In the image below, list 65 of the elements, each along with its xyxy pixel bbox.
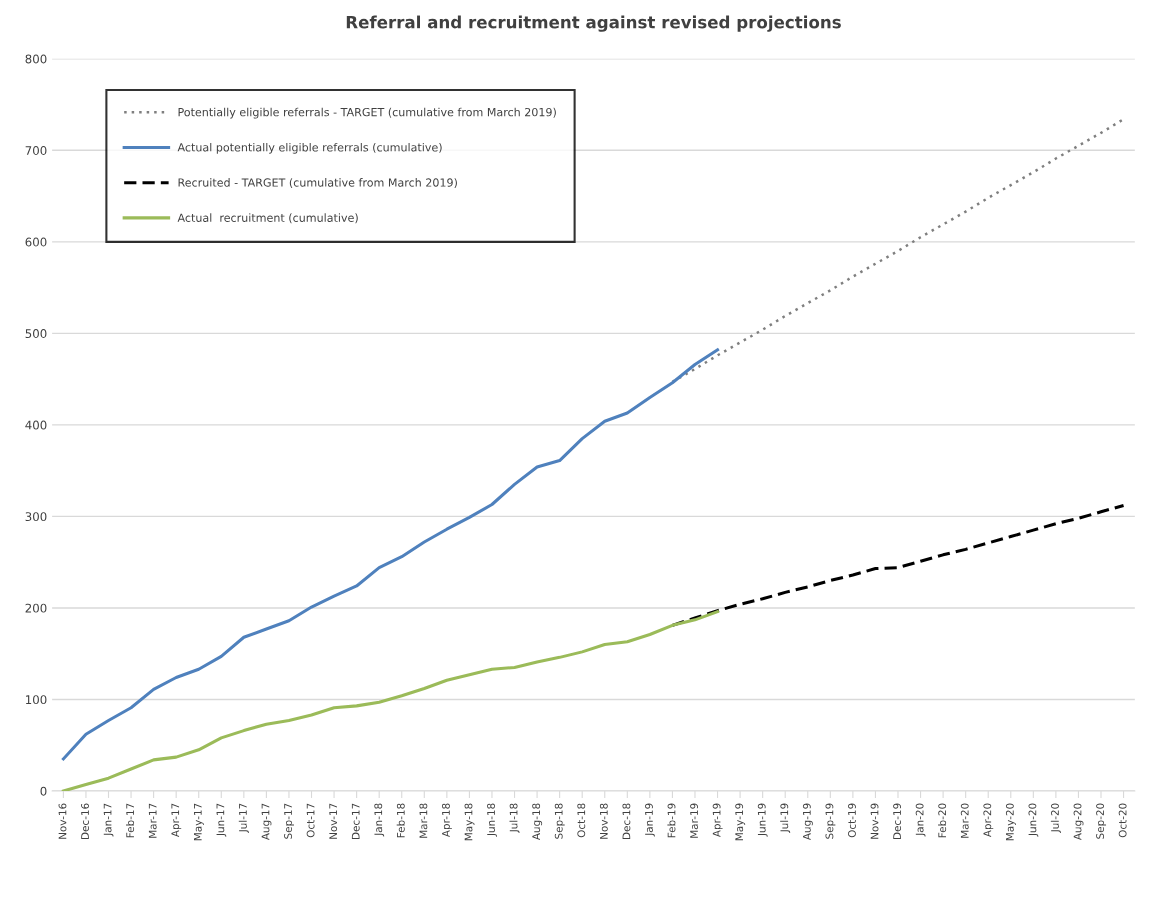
x-tick-label: Sep-20 [1096, 803, 1107, 839]
y-tick-label: 100 [26, 695, 47, 705]
x-tick-label: Dec-19 [893, 803, 902, 839]
x-tick-label: Jul-18 [509, 803, 520, 833]
x-tick-label: Dec-17 [351, 803, 360, 839]
x-tick-label: Mar-17 [148, 803, 157, 838]
x-tick-label: Feb-17 [126, 803, 135, 838]
x-tick-label: Oct-19 [848, 803, 856, 838]
x-tick-label: Feb-20 [938, 803, 947, 838]
x-tick-label: Nov-16 [58, 803, 67, 839]
chart-title: Referral and recruitment against revised projections [346, 15, 841, 32]
x-tick-label: Apr-18 [442, 803, 452, 838]
x-tick-label: Oct-17 [306, 803, 315, 838]
x-tick-label: Nov-17 [329, 803, 338, 839]
x-tick-label: Jul-17 [238, 803, 249, 833]
x-tick-label: Apr-17 [171, 803, 182, 838]
x-tick-label: Jan-19 [645, 803, 655, 837]
line-series [61, 348, 720, 761]
x-tick-label: Sep-17 [284, 803, 294, 839]
x-tick-label: Nov-18 [599, 803, 608, 839]
y-tick-label: 400 [25, 420, 47, 430]
x-tick-label: Sep-18 [554, 803, 565, 839]
x-tick-label: Jan-20 [915, 803, 926, 837]
x-tick-label: Oct-18 [577, 803, 586, 838]
x-tick-label: May-17 [194, 803, 204, 841]
x-tick-label: Aug-17 [261, 803, 272, 841]
x-tick-label: Dec-16 [81, 803, 89, 839]
x-tick-label: Jun-18 [487, 803, 497, 837]
y-tick-label: 300 [25, 512, 47, 522]
x-tick-label: May-19 [735, 803, 746, 841]
x-tick-label: Aug-19 [802, 803, 813, 841]
line-series [61, 610, 720, 791]
x-tick-label: Mar-20 [960, 803, 969, 838]
x-tick-label: Mar-18 [419, 803, 428, 838]
x-tick-label: Jul-19 [780, 803, 791, 833]
legend-label: Potentially eligible referrals - TARGET (cumulative from March 2019) [178, 107, 556, 119]
x-tick-label: Feb-18 [396, 803, 405, 838]
legend-label: Actual recruitment (cumulative) [177, 213, 358, 224]
y-tick-label: 0 [40, 786, 47, 796]
x-tick-label: Apr-20 [983, 803, 994, 838]
x-tick-label: Aug-20 [1073, 803, 1084, 841]
x-tick-label: Mar-19 [690, 803, 698, 838]
y-tick-label: 200 [25, 603, 47, 613]
legend-label: Recruited - TARGET (cumulative from March 2019) [178, 178, 457, 189]
x-tick-label: Dec-18 [622, 803, 631, 839]
x-tick-label: Jan-17 [103, 803, 114, 837]
x-tick-label: Jan-18 [374, 803, 385, 837]
y-tick-label: 500 [25, 329, 47, 338]
legend-label: Actual potentially eligible referrals (cumulative) [177, 142, 442, 154]
line-series [671, 117, 1125, 384]
x-tick-label: May-20 [1005, 803, 1016, 841]
y-tick-label: 700 [25, 146, 47, 155]
y-tick-label: 800 [25, 54, 47, 64]
x-tick-label: Jun-17 [216, 803, 227, 837]
x-tick-label: Sep-19 [825, 803, 836, 839]
x-tick-label: Jun-20 [1028, 803, 1039, 837]
x-tick-label: Aug-18 [532, 803, 543, 841]
x-tick-label: Apr-19 [712, 803, 723, 838]
x-tick-label: Feb-19 [667, 803, 676, 838]
y-tick-label: 600 [25, 237, 47, 247]
x-tick-label: Jul-20 [1050, 803, 1061, 833]
x-tick-label: Nov-19 [870, 803, 879, 839]
x-tick-label: Jun-19 [757, 803, 768, 837]
x-tick-label: May-18 [464, 803, 475, 841]
x-tick-label: Oct-20 [1118, 803, 1127, 838]
